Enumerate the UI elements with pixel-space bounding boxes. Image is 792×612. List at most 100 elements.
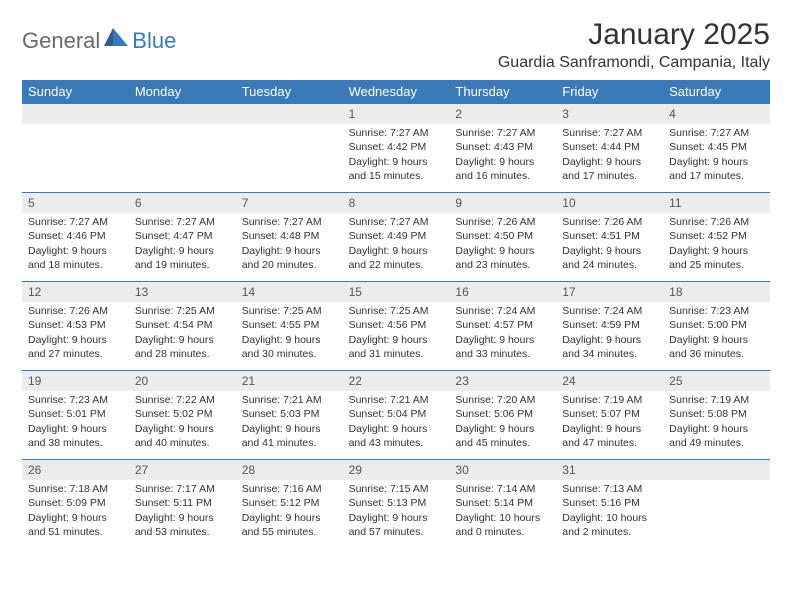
sunset-value: 4:59 PM	[601, 319, 640, 331]
daylight-line: Daylight: 9 hours and 41 minutes.	[242, 422, 337, 450]
sunrise-line: Sunrise: 7:26 AM	[455, 215, 550, 229]
sunrise-line: Sunrise: 7:27 AM	[28, 215, 123, 229]
daylight-line: Daylight: 9 hours and 17 minutes.	[562, 155, 657, 183]
sunrise-label: Sunrise:	[349, 305, 388, 317]
sunset-label: Sunset:	[349, 230, 385, 242]
day-number: 15	[343, 282, 450, 302]
sunset-line: Sunset: 4:56 PM	[349, 318, 444, 332]
day-number: 20	[129, 371, 236, 391]
daylight-label: Daylight:	[28, 245, 69, 257]
calendar-week: 5Sunrise: 7:27 AMSunset: 4:46 PMDaylight…	[22, 192, 770, 281]
sunset-label: Sunset:	[669, 319, 705, 331]
day-body: Sunrise: 7:27 AMSunset: 4:44 PMDaylight:…	[556, 124, 663, 187]
sunrise-label: Sunrise:	[135, 305, 174, 317]
sunrise-line: Sunrise: 7:21 AM	[349, 393, 444, 407]
calendar-day: 9Sunrise: 7:26 AMSunset: 4:50 PMDaylight…	[449, 193, 556, 281]
sunrise-value: 7:27 AM	[176, 216, 215, 228]
sunrise-line: Sunrise: 7:15 AM	[349, 482, 444, 496]
day-body: Sunrise: 7:14 AMSunset: 5:14 PMDaylight:…	[449, 480, 556, 543]
sunrise-value: 7:26 AM	[497, 216, 536, 228]
sunset-line: Sunset: 4:57 PM	[455, 318, 550, 332]
sunrise-label: Sunrise:	[455, 483, 494, 495]
sunset-label: Sunset:	[242, 319, 278, 331]
calendar-day: 28Sunrise: 7:16 AMSunset: 5:12 PMDayligh…	[236, 460, 343, 548]
calendar-page: General Blue January 2025 Guardia Sanfra…	[0, 0, 792, 558]
sunset-line: Sunset: 5:06 PM	[455, 407, 550, 421]
sunset-label: Sunset:	[562, 408, 598, 420]
day-number: 27	[129, 460, 236, 480]
calendar-day: 30Sunrise: 7:14 AMSunset: 5:14 PMDayligh…	[449, 460, 556, 548]
sunrise-line: Sunrise: 7:19 AM	[562, 393, 657, 407]
sunrise-label: Sunrise:	[455, 216, 494, 228]
sunrise-value: 7:20 AM	[497, 394, 536, 406]
sunrise-line: Sunrise: 7:27 AM	[562, 126, 657, 140]
calendar: SundayMondayTuesdayWednesdayThursdayFrid…	[22, 80, 770, 548]
calendar-day: 16Sunrise: 7:24 AMSunset: 4:57 PMDayligh…	[449, 282, 556, 370]
weekday-header: Saturday	[663, 80, 770, 104]
sunrise-line: Sunrise: 7:17 AM	[135, 482, 230, 496]
sunset-value: 5:04 PM	[387, 408, 426, 420]
sunrise-label: Sunrise:	[28, 483, 67, 495]
sunset-line: Sunset: 4:45 PM	[669, 140, 764, 154]
daylight-label: Daylight:	[562, 156, 603, 168]
day-number: 30	[449, 460, 556, 480]
daylight-line: Daylight: 9 hours and 20 minutes.	[242, 244, 337, 272]
sunrise-value: 7:24 AM	[604, 305, 643, 317]
sunset-value: 4:55 PM	[280, 319, 319, 331]
day-number	[236, 104, 343, 124]
sunrise-value: 7:23 AM	[69, 394, 108, 406]
day-body: Sunrise: 7:26 AMSunset: 4:51 PMDaylight:…	[556, 213, 663, 276]
sunrise-line: Sunrise: 7:24 AM	[562, 304, 657, 318]
month-title: January 2025	[498, 18, 770, 52]
daylight-label: Daylight:	[455, 512, 496, 524]
day-body: Sunrise: 7:18 AMSunset: 5:09 PMDaylight:…	[22, 480, 129, 543]
daylight-line: Daylight: 9 hours and 31 minutes.	[349, 333, 444, 361]
sunset-label: Sunset:	[28, 319, 64, 331]
day-number: 25	[663, 371, 770, 391]
calendar-day: 15Sunrise: 7:25 AMSunset: 4:56 PMDayligh…	[343, 282, 450, 370]
daylight-label: Daylight:	[135, 512, 176, 524]
day-number: 29	[343, 460, 450, 480]
daylight-label: Daylight:	[28, 512, 69, 524]
daylight-label: Daylight:	[669, 156, 710, 168]
day-number: 22	[343, 371, 450, 391]
day-number: 21	[236, 371, 343, 391]
sunset-label: Sunset:	[455, 230, 491, 242]
sunset-line: Sunset: 4:54 PM	[135, 318, 230, 332]
sunrise-line: Sunrise: 7:27 AM	[349, 215, 444, 229]
daylight-line: Daylight: 9 hours and 25 minutes.	[669, 244, 764, 272]
day-body: Sunrise: 7:27 AMSunset: 4:46 PMDaylight:…	[22, 213, 129, 276]
sunset-line: Sunset: 5:03 PM	[242, 407, 337, 421]
sunset-label: Sunset:	[455, 141, 491, 153]
brand-text-blue: Blue	[132, 28, 176, 54]
sunset-line: Sunset: 5:02 PM	[135, 407, 230, 421]
sunrise-line: Sunrise: 7:25 AM	[135, 304, 230, 318]
daylight-label: Daylight:	[242, 512, 283, 524]
sunrise-line: Sunrise: 7:27 AM	[669, 126, 764, 140]
sunrise-value: 7:27 AM	[604, 127, 643, 139]
day-number: 17	[556, 282, 663, 302]
sunrise-value: 7:13 AM	[604, 483, 643, 495]
day-body: Sunrise: 7:27 AMSunset: 4:48 PMDaylight:…	[236, 213, 343, 276]
day-number: 24	[556, 371, 663, 391]
sunset-line: Sunset: 4:49 PM	[349, 229, 444, 243]
sunrise-value: 7:26 AM	[604, 216, 643, 228]
daylight-label: Daylight:	[455, 156, 496, 168]
daylight-line: Daylight: 9 hours and 40 minutes.	[135, 422, 230, 450]
calendar-day: 20Sunrise: 7:22 AMSunset: 5:02 PMDayligh…	[129, 371, 236, 459]
sunrise-line: Sunrise: 7:19 AM	[669, 393, 764, 407]
sunrise-label: Sunrise:	[562, 127, 601, 139]
sunrise-value: 7:25 AM	[283, 305, 322, 317]
daylight-label: Daylight:	[135, 245, 176, 257]
sunset-value: 5:06 PM	[494, 408, 533, 420]
sunrise-line: Sunrise: 7:21 AM	[242, 393, 337, 407]
calendar-day: 21 Sunrise: 7:21 AMSunset: 5:03 PMDayligh…	[236, 371, 343, 459]
day-body: Sunrise: 7:25 AMSunset: 4:54 PMDaylight:…	[129, 302, 236, 365]
daylight-line: Daylight: 9 hours and 49 minutes.	[669, 422, 764, 450]
sunset-value: 4:54 PM	[173, 319, 212, 331]
calendar-day: 26Sunrise: 7:18 AMSunset: 5:09 PMDayligh…	[22, 460, 129, 548]
sunset-label: Sunset:	[455, 497, 491, 509]
daylight-line: Daylight: 9 hours and 17 minutes.	[669, 155, 764, 183]
sunrise-label: Sunrise:	[135, 394, 174, 406]
day-number: 31	[556, 460, 663, 480]
